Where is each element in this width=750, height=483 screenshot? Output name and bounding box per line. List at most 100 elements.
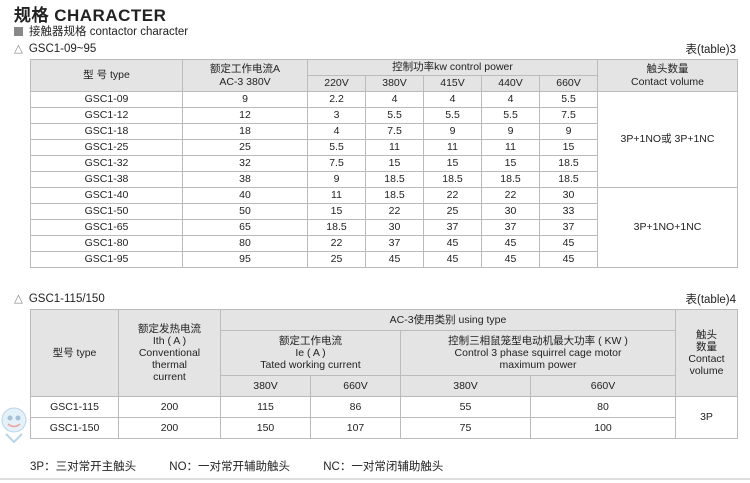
- table-cell: 33: [539, 203, 598, 220]
- subtitle-text: 接触器规格 contactor character: [29, 26, 189, 38]
- table-cell: 18.5: [539, 171, 598, 188]
- header-voltage: 660V: [310, 375, 401, 397]
- header-ac3: AC-3使用类别 using type: [220, 309, 676, 331]
- header-line: Conventional: [138, 346, 201, 359]
- contact-group-cell: 3P+1NO或 3P+1NC: [597, 91, 738, 188]
- table-cell: GSC1-40: [30, 187, 183, 204]
- table-cell: 18: [182, 123, 308, 140]
- table-cell: 25: [423, 203, 482, 220]
- table-cell: 65: [182, 219, 308, 236]
- header-line: Control 3 phase squirrel cage motor: [454, 346, 622, 359]
- table-row: GSC1-38 38 9 18.5 18.5 18.5 18.5: [30, 171, 738, 188]
- table-cell: 80: [182, 235, 308, 252]
- note-nc: NC：一对常闭辅助触头: [323, 461, 444, 473]
- robot-logo-icon: [1, 407, 27, 444]
- table-cell: 55: [400, 396, 531, 418]
- table-cell: 18.5: [307, 219, 366, 236]
- header-motor: 控制三相鼠笼型电动机最大功率 ( KW ) Control 3 phase squ…: [400, 330, 676, 376]
- table-cell: 4: [481, 91, 540, 108]
- table-cell: GSC1-150: [30, 417, 119, 439]
- header-line: Ith ( A ): [152, 334, 187, 347]
- table-cell: 32: [182, 155, 308, 172]
- section-label: GSC1-115/150: [28, 293, 105, 305]
- header-type: 型 号 type: [30, 59, 183, 92]
- table-cell: 11: [365, 139, 424, 156]
- table-cell: 100: [530, 417, 676, 439]
- table-cell: 50: [182, 203, 308, 220]
- table-cell: 5.5: [481, 107, 540, 124]
- table-cell: 40: [182, 187, 308, 204]
- header-line: current: [153, 371, 186, 384]
- table3: 型 号 type 额定工作电流A AC-3 380V 控制功率kw control…: [30, 59, 738, 268]
- header-current-cn: 额定工作电流A: [209, 63, 280, 76]
- table-cell: 18.5: [481, 171, 540, 188]
- table-row: GSC1-09 9 2.2 4 4 4 5.5 3P+1NO或 3P+1NC: [30, 91, 738, 188]
- table-cell: 37: [481, 219, 540, 236]
- triangle-icon: △: [14, 43, 23, 55]
- triangle-icon: △: [14, 293, 23, 305]
- table-cell: 5.5: [423, 107, 482, 124]
- table-row: GSC1-32 32 7.5 15 15 15 18.5: [30, 155, 738, 172]
- page-title: 规格 CHARACTER: [14, 6, 167, 25]
- note-3p: 3P：三对常开主触头: [30, 461, 137, 473]
- table-cell: 3: [307, 107, 366, 124]
- header-voltage: 220V: [307, 75, 366, 92]
- table-row: GSC1-40 40 11 18.5 22 22 30 3P+1NO+1NC: [30, 187, 738, 268]
- table-cell: 2.2: [307, 91, 366, 108]
- table-cell: 7.5: [539, 107, 598, 124]
- table-cell: GSC1-18: [30, 123, 183, 140]
- table-cell: 9: [307, 171, 366, 188]
- table-cell: GSC1-80: [30, 235, 183, 252]
- contact-cell: 3P: [675, 396, 738, 439]
- table-cell: GSC1-95: [30, 251, 183, 268]
- table3-label: 表(table)3: [685, 44, 737, 56]
- table-cell: 200: [118, 417, 221, 439]
- table-row: GSC1-150 200 150 107 75 100: [30, 417, 738, 439]
- header-contact-en: Contact volume: [631, 75, 704, 88]
- table-cell: 9: [539, 123, 598, 140]
- table-cell: 95: [182, 251, 308, 268]
- header-voltage: 440V: [481, 75, 540, 92]
- table-cell: 38: [182, 171, 308, 188]
- notes: 3P：三对常开主触头 NO：一对常开辅助触头 NC：一对常闭辅助触头: [30, 458, 473, 474]
- header-current-en: AC-3 380V: [219, 75, 271, 88]
- table-cell: GSC1-115: [30, 396, 119, 418]
- table-cell: 9: [423, 123, 482, 140]
- header-voltage: 380V: [365, 75, 424, 92]
- table-cell: 25: [182, 139, 308, 156]
- divider: [0, 478, 750, 480]
- table-cell: GSC1-38: [30, 171, 183, 188]
- table-cell: 37: [365, 235, 424, 252]
- table-cell: GSC1-50: [30, 203, 183, 220]
- table-cell: 5.5: [539, 91, 598, 108]
- table-cell: 30: [539, 187, 598, 204]
- header-contact: 触头 数量 Contact volume: [675, 309, 738, 397]
- header-voltage: 380V: [400, 375, 531, 397]
- table-cell: 11: [481, 139, 540, 156]
- header-voltage: 660V: [539, 75, 598, 92]
- table-cell: 12: [182, 107, 308, 124]
- table-cell: GSC1-12: [30, 107, 183, 124]
- table-cell: 7.5: [307, 155, 366, 172]
- table-row: GSC1-18 18 4 7.5 9 9 9: [30, 123, 738, 140]
- table-cell: 22: [481, 187, 540, 204]
- table-cell: 115: [220, 396, 311, 418]
- table-cell: 7.5: [365, 123, 424, 140]
- table-cell: 11: [423, 139, 482, 156]
- table-cell: 22: [365, 203, 424, 220]
- header-ie: 额定工作电流 Ie ( A ) Tated working current: [220, 330, 401, 376]
- table-cell: 37: [423, 219, 482, 236]
- table-cell: 45: [423, 251, 482, 268]
- table-cell: 30: [365, 219, 424, 236]
- header-line: 额定发热电流: [138, 322, 201, 335]
- table-cell: 5.5: [307, 139, 366, 156]
- header-voltage: 415V: [423, 75, 482, 92]
- table-cell: GSC1-09: [30, 91, 183, 108]
- table-cell: 22: [423, 187, 482, 204]
- contact-group-cell: 3P+1NO+1NC: [597, 187, 738, 268]
- table-cell: 9: [182, 91, 308, 108]
- table-row: GSC1-65 65 18.5 30 37 37 37: [30, 219, 738, 236]
- table-cell: 45: [539, 235, 598, 252]
- header-power: 控制功率kw control power: [307, 59, 598, 76]
- table-row: GSC1-95 95 25 45 45 45 45: [30, 251, 738, 268]
